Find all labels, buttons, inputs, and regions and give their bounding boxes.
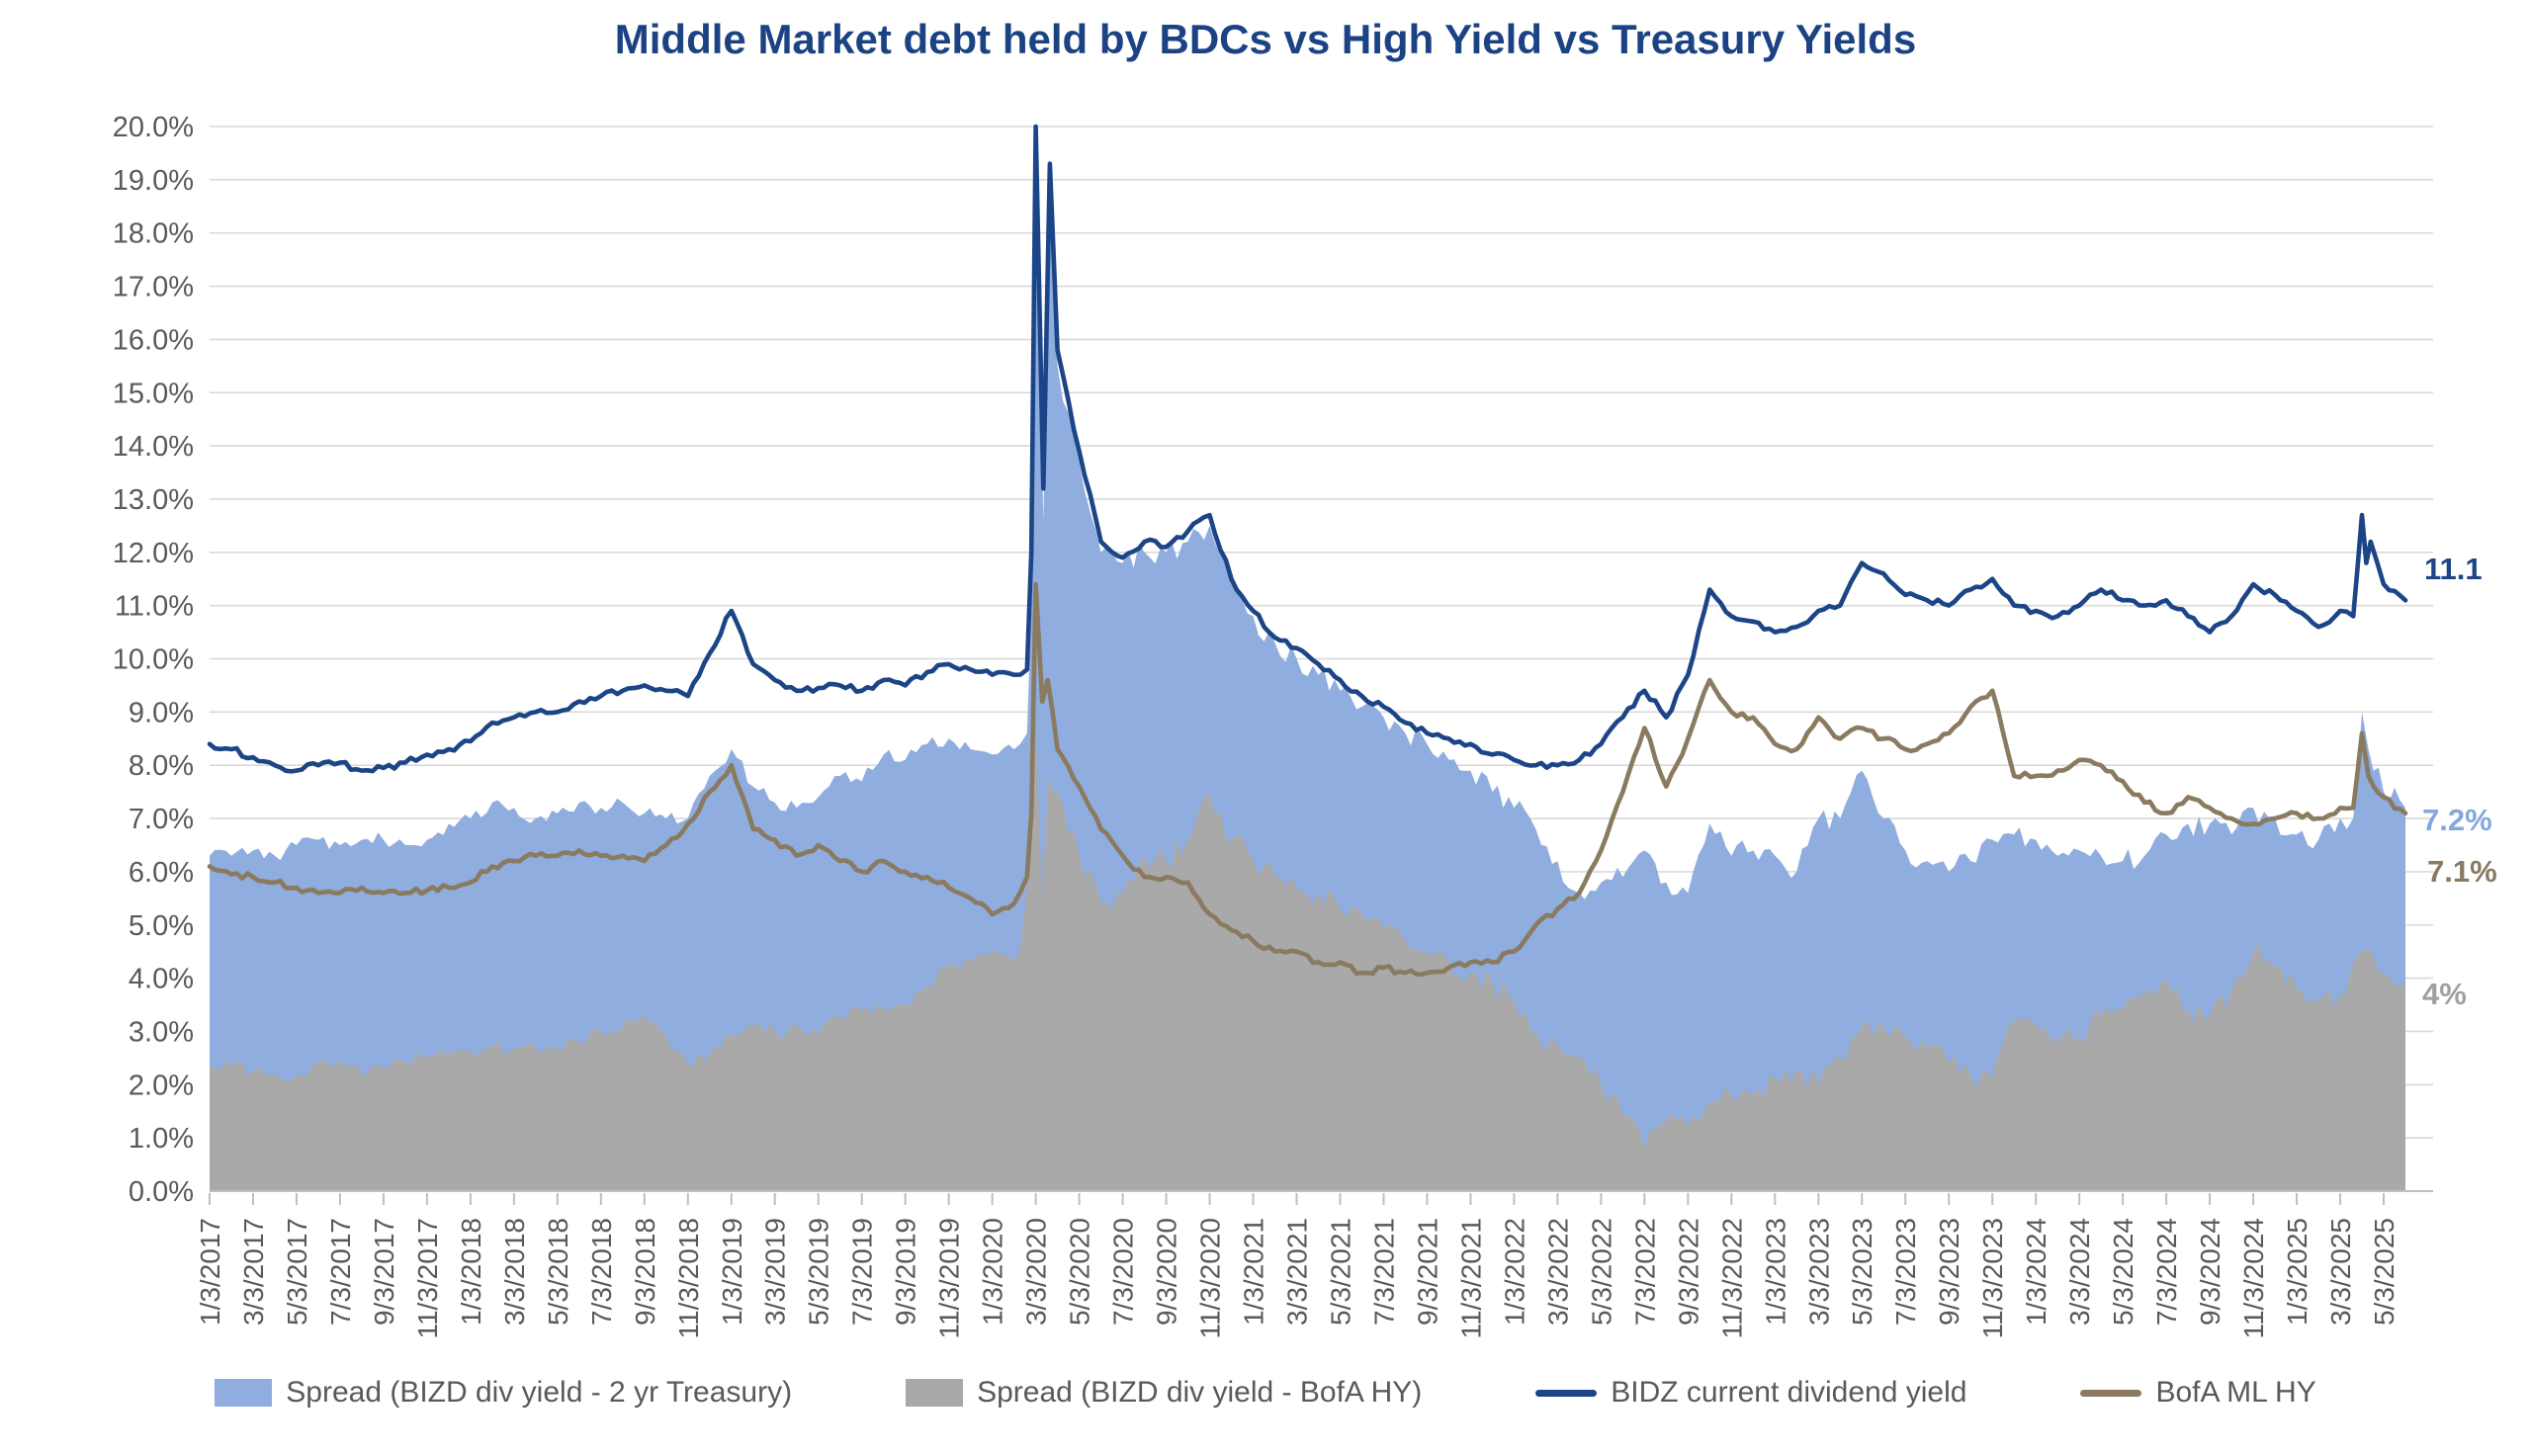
- chart-title: Middle Market debt held by BDCs vs High …: [614, 16, 1917, 62]
- legend-label: BofA ML HY: [2155, 1376, 2316, 1409]
- y-tick-label: 19.0%: [113, 165, 194, 197]
- x-tick-label: 9/3/2017: [369, 1218, 399, 1326]
- x-tick-label: 3/3/2022: [1542, 1218, 1573, 1326]
- x-tick-label: 5/3/2023: [1847, 1218, 1877, 1326]
- x-tick-label: 1/3/2019: [717, 1218, 747, 1326]
- x-tick-label: 11/3/2020: [1195, 1218, 1226, 1339]
- x-tick-label: 7/3/2024: [2151, 1218, 2182, 1326]
- y-tick-label: 20.0%: [113, 112, 194, 143]
- legend-label: Spread (BIZD div yield - BofA HY): [977, 1376, 1423, 1409]
- series-line-2: [207, 124, 2408, 774]
- x-tick-label: 7/3/2022: [1629, 1218, 1660, 1326]
- y-tick-label: 16.0%: [113, 324, 194, 356]
- x-tick-label: 3/3/2017: [238, 1218, 269, 1326]
- y-tick-label: 18.0%: [113, 218, 194, 250]
- legend-label: Spread (BIZD div yield - 2 yr Treasury): [286, 1376, 793, 1409]
- series-end-value-label: 11.1: [2424, 552, 2483, 586]
- x-tick-label: 11/3/2023: [1977, 1218, 2008, 1339]
- legend-item-1: Spread (BIZD div yield - BofA HY): [906, 1376, 1422, 1410]
- y-tick-label: 17.0%: [113, 272, 194, 303]
- series-end-value-label: 7.2%: [2422, 803, 2492, 837]
- legend-label: BIDZ current dividend yield: [1611, 1376, 1967, 1409]
- y-tick-label: 15.0%: [113, 378, 194, 409]
- x-tick-label: 1/3/2025: [2282, 1218, 2313, 1326]
- x-tick-label: 3/3/2021: [1282, 1218, 1313, 1326]
- series-area-0: [210, 163, 2405, 1192]
- y-tick-label: 5.0%: [129, 910, 194, 942]
- legend-item-0: Spread (BIZD div yield - 2 yr Treasury): [215, 1376, 792, 1410]
- x-tick-label: 1/3/2021: [1239, 1218, 1269, 1326]
- x-tick-label: 9/3/2020: [1152, 1218, 1182, 1326]
- x-tick-label: 3/3/2025: [2325, 1218, 2356, 1326]
- x-tick-label: 3/3/2024: [2064, 1218, 2095, 1326]
- x-tick-label: 5/3/2018: [543, 1218, 573, 1326]
- y-tick-label: 8.0%: [129, 750, 194, 782]
- x-tick-label: 5/3/2019: [804, 1218, 834, 1326]
- x-tick-label: 3/3/2019: [760, 1218, 791, 1326]
- y-tick-label: 10.0%: [113, 644, 194, 676]
- legend-swatch-line-icon: [2080, 1389, 2142, 1397]
- y-tick-label: 0.0%: [129, 1176, 194, 1208]
- x-tick-label: 7/3/2021: [1368, 1218, 1399, 1326]
- chart-legend: Spread (BIZD div yield - 2 yr Treasury) S…: [0, 1376, 2531, 1410]
- x-tick-label: 9/3/2024: [2195, 1218, 2226, 1326]
- x-tick-label: 5/3/2017: [282, 1218, 312, 1326]
- x-tick-label: 1/3/2017: [195, 1218, 225, 1326]
- x-tick-label: 9/3/2023: [1934, 1218, 1964, 1326]
- y-tick-label: 9.0%: [129, 697, 194, 728]
- y-tick-label: 14.0%: [113, 431, 194, 463]
- y-tick-label: 7.0%: [129, 804, 194, 835]
- x-tick-label: 7/3/2023: [1890, 1218, 1921, 1326]
- y-tick-label: 1.0%: [129, 1123, 194, 1155]
- x-tick-label: 3/3/2020: [1021, 1218, 1052, 1326]
- x-tick-label: 1/3/2022: [1499, 1218, 1529, 1326]
- legend-item-2: BIDZ current dividend yield: [1535, 1376, 1966, 1410]
- x-tick-label: 5/3/2021: [1325, 1218, 1355, 1326]
- series-area-1: [210, 732, 2405, 1191]
- x-tick-label: 11/3/2021: [1455, 1218, 1486, 1339]
- series-end-value-label: 4%: [2422, 977, 2467, 1011]
- x-tick-label: 11/3/2022: [1716, 1218, 1747, 1339]
- y-tick-label: 3.0%: [129, 1016, 194, 1048]
- y-tick-label: 13.0%: [113, 484, 194, 516]
- x-tick-label: 9/3/2018: [630, 1218, 660, 1326]
- y-tick-label: 6.0%: [129, 857, 194, 889]
- x-tick-label: 7/3/2018: [586, 1218, 617, 1326]
- x-tick-label: 5/3/2025: [2369, 1218, 2400, 1326]
- x-tick-label: 1/3/2018: [456, 1218, 486, 1326]
- x-tick-label: 9/3/2022: [1673, 1218, 1703, 1326]
- series-end-value-label: 7.1%: [2427, 854, 2497, 889]
- x-tick-label: 1/3/2023: [1760, 1218, 1790, 1326]
- legend-item-3: BofA ML HY: [2080, 1376, 2316, 1410]
- x-tick-label: 11/3/2018: [673, 1218, 704, 1339]
- x-tick-label: 7/3/2019: [847, 1218, 878, 1326]
- x-tick-label: 3/3/2023: [1803, 1218, 1834, 1326]
- y-tick-label: 11.0%: [115, 591, 194, 623]
- x-tick-label: 7/3/2020: [1108, 1218, 1139, 1326]
- x-tick-label: 5/3/2022: [1586, 1218, 1616, 1326]
- x-tick-label: 9/3/2019: [891, 1218, 921, 1326]
- y-tick-label: 12.0%: [113, 538, 194, 569]
- x-tick-label: 11/3/2024: [2238, 1218, 2269, 1339]
- legend-swatch-line-icon: [1535, 1389, 1598, 1397]
- series-line-3: [207, 581, 2408, 978]
- y-tick-label: 4.0%: [129, 964, 194, 995]
- x-tick-label: 3/3/2018: [499, 1218, 530, 1326]
- x-tick-label: 11/3/2017: [412, 1218, 443, 1339]
- x-tick-label: 5/3/2024: [2108, 1218, 2138, 1326]
- x-tick-label: 11/3/2019: [934, 1218, 965, 1339]
- x-tick-label: 5/3/2020: [1065, 1218, 1095, 1326]
- x-tick-label: 1/3/2020: [978, 1218, 1008, 1326]
- y-tick-label: 2.0%: [129, 1070, 194, 1101]
- x-tick-label: 9/3/2021: [1412, 1218, 1442, 1326]
- x-tick-label: 7/3/2017: [325, 1218, 356, 1326]
- x-tick-label: 1/3/2024: [2021, 1218, 2051, 1326]
- legend-swatch-area-icon: [906, 1379, 964, 1407]
- legend-swatch-area-icon: [215, 1379, 273, 1407]
